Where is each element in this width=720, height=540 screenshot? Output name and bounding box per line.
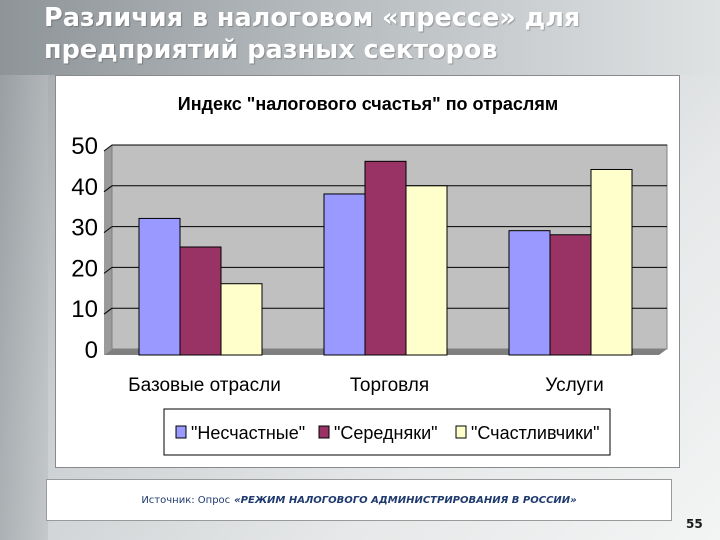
title-band <box>0 0 720 75</box>
category-label: Услуги <box>545 375 603 396</box>
bar-1-2 <box>323 193 366 356</box>
bar-2-3 <box>549 234 592 356</box>
category-label: Торговля <box>350 375 429 396</box>
bar-1-1 <box>138 217 181 356</box>
gridline-depth <box>103 226 113 234</box>
y-tick-label: 50 <box>71 133 98 160</box>
y-tick-label: 20 <box>71 255 98 282</box>
gridline-depth <box>103 185 113 193</box>
page-number: 55 <box>686 517 703 531</box>
bar-3-2 <box>405 185 448 356</box>
background-left-band <box>0 0 48 540</box>
bar-2-1 <box>179 246 222 356</box>
bar-chart: Индекс "налогового счастья" по отраслям … <box>71 94 668 456</box>
legend-box <box>163 408 611 456</box>
chart-frame: Индекс "налогового счастья" по отраслям … <box>55 75 680 468</box>
slide-title: Различия в налоговом «прессе» для предпр… <box>44 2 704 66</box>
source-note: Источник: Опрос «РЕЖИМ НАЛОГОВОГО АДМИНИ… <box>46 479 672 521</box>
bar-1-3 <box>508 230 551 356</box>
bar-2-2 <box>364 160 407 356</box>
chart-title: Индекс "налогового счастья" по отраслям <box>178 94 558 114</box>
y-tick-label: 0 <box>85 337 98 364</box>
y-tick-label: 10 <box>71 296 98 323</box>
y-tick-label: 40 <box>71 174 98 201</box>
bar-3-1 <box>220 283 263 356</box>
legend-swatch <box>175 425 187 439</box>
legend-label: "Середняки" <box>334 423 438 443</box>
legend-label: "Счастливчики" <box>471 423 600 443</box>
source-label: Источник: Опрос <box>141 494 231 506</box>
category-label: Базовые отрасли <box>128 375 281 396</box>
gridline-depth <box>103 144 113 152</box>
source-text: «РЕЖИМ НАЛОГОВОГО АДМИНИСТРИРОВАНИЯ В РО… <box>234 494 577 506</box>
bar-3-3 <box>590 168 633 356</box>
slide-title-line-1: Различия в налоговом «прессе» для <box>44 3 581 33</box>
legend-label: "Несчастные" <box>191 423 305 443</box>
legend-swatch <box>318 425 330 439</box>
gridline-depth <box>103 266 113 274</box>
legend-swatch <box>455 425 467 439</box>
plot-side-wall <box>104 145 112 355</box>
gridline-depth <box>103 307 113 315</box>
y-tick-label: 30 <box>71 215 98 242</box>
slide-title-line-2: предприятий разных секторов <box>44 35 498 65</box>
